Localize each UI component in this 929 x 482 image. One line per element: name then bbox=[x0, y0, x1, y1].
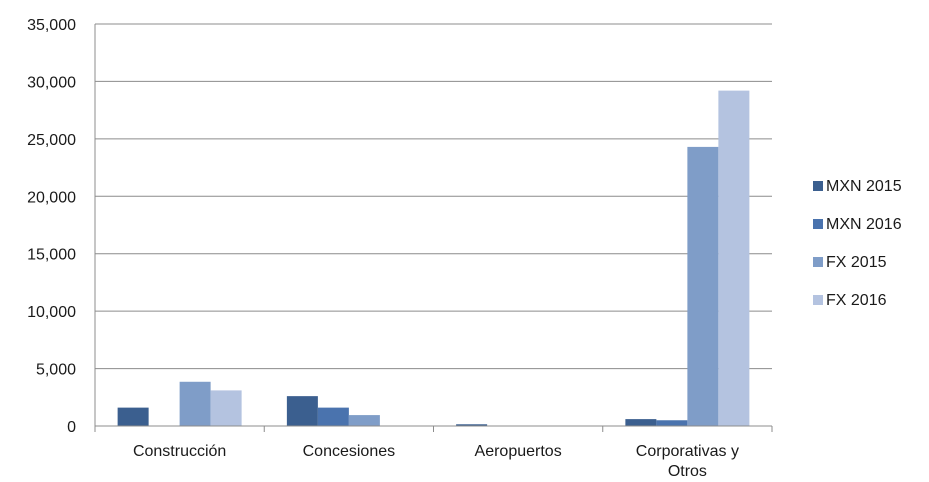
bar bbox=[456, 424, 488, 426]
x-category-label: Otros bbox=[668, 463, 707, 480]
bar bbox=[718, 90, 750, 427]
legend-label: FX 2015 bbox=[826, 254, 887, 271]
legend-swatch bbox=[813, 181, 823, 191]
gridlines bbox=[94, 23, 772, 426]
x-category-label: Construcción bbox=[133, 443, 226, 460]
legend-swatch bbox=[813, 295, 823, 305]
bar bbox=[656, 420, 688, 426]
x-category-label: Corporativas y bbox=[636, 443, 739, 460]
y-tick-label: 10,000 bbox=[27, 304, 76, 321]
bar bbox=[179, 381, 211, 426]
bar bbox=[117, 407, 149, 426]
bar bbox=[348, 415, 380, 426]
y-tick-label: 15,000 bbox=[27, 247, 76, 264]
bar bbox=[286, 396, 318, 426]
legend-label: MXN 2015 bbox=[826, 178, 902, 195]
bar bbox=[210, 390, 242, 426]
legend-swatch bbox=[813, 219, 823, 229]
legend-label: FX 2016 bbox=[826, 292, 887, 309]
y-tick-label: 20,000 bbox=[27, 189, 76, 206]
y-tick-label: 5,000 bbox=[36, 362, 76, 379]
x-axis-labels: Construcción Concesiones Aeropuertos Corpor… bbox=[94, 426, 773, 480]
x-category-label: Concesiones bbox=[303, 443, 396, 460]
legend-swatch bbox=[813, 257, 823, 267]
legend: MXN 2015 MXN 2016 FX 2015 FX 2016 bbox=[813, 178, 902, 309]
y-tick-label: 25,000 bbox=[27, 132, 76, 149]
y-tick-label: 35,000 bbox=[27, 17, 76, 34]
y-tick-label: 30,000 bbox=[27, 74, 76, 91]
bar bbox=[625, 419, 657, 426]
bars bbox=[117, 90, 750, 427]
bar bbox=[317, 407, 349, 426]
bar bbox=[687, 146, 719, 426]
y-tick-label: 0 bbox=[67, 419, 76, 436]
x-category-label: Aeropuertos bbox=[475, 443, 562, 460]
y-axis-ticks: 0 5,000 10,000 15,000 20,000 25,000 30,000 35,0… bbox=[27, 17, 76, 436]
legend-label: MXN 2016 bbox=[826, 216, 902, 233]
